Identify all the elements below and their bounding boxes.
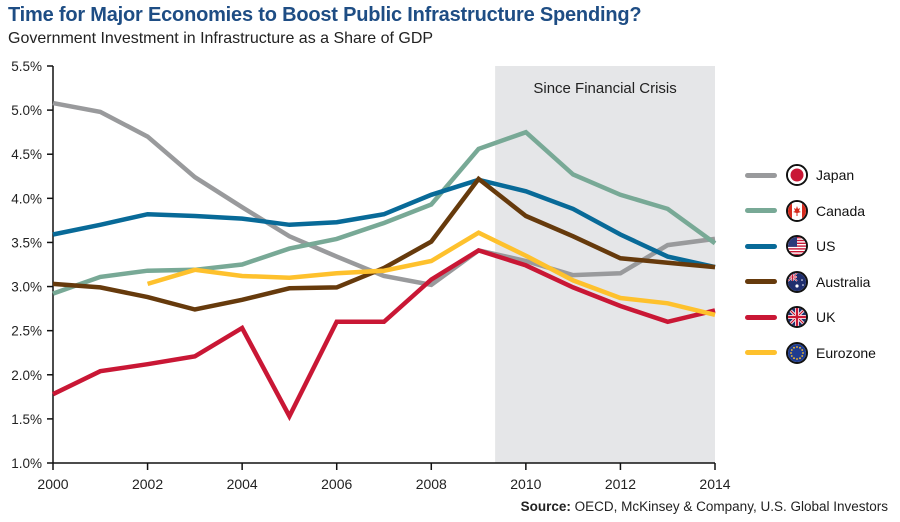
us-flag-icon [786, 235, 808, 257]
legend-label: UK [816, 309, 836, 325]
legend-swatch [745, 208, 777, 213]
chart-subtitle: Government Investment in Infrastructure … [8, 30, 434, 47]
legend-item-eurozone: Eurozone [745, 338, 876, 368]
x-tick-label: 2004 [227, 476, 258, 492]
legend-item-australia: Australia [745, 267, 870, 297]
source-label: Source: [520, 499, 571, 514]
since-financial-crisis-label: Since Financial Crisis [533, 80, 676, 97]
legend-label: US [816, 238, 836, 254]
legend-label: Australia [816, 273, 871, 290]
legend-swatch [745, 243, 777, 249]
x-tick-label: 2014 [699, 476, 730, 492]
y-tick-label: 4.5% [11, 147, 42, 162]
series-line-us [52, 177, 716, 270]
legend-swatch [745, 314, 777, 320]
legend-label: Japan [816, 167, 855, 183]
series-lines [52, 100, 717, 422]
legend-item-us: US [745, 231, 835, 261]
y-tick-label: 1.0% [11, 456, 42, 471]
y-tick-label: 3.5% [11, 235, 42, 250]
y-tick-label: 2.5% [11, 324, 42, 339]
legend-label: Eurozone [816, 344, 876, 361]
y-tick-label: 5.5% [11, 59, 42, 74]
legend-swatch [745, 350, 777, 355]
series-line-japan [52, 100, 716, 288]
x-tick-label: 2006 [321, 476, 352, 492]
y-tick-label: 2.0% [11, 368, 42, 383]
axes: 1.0% 1.5% 2.0% 2.5% 3.0% 3.5% 4.0% 4.5% 5.0% 5.5%… [11, 59, 731, 492]
y-tick-label: 4.0% [11, 191, 42, 206]
australia-flag-icon [786, 270, 808, 293]
series-line-uk [52, 247, 716, 422]
series-line-eurozone [146, 230, 716, 317]
legend-item-uk: UK [745, 302, 835, 332]
y-tick-label: 3.0% [11, 280, 42, 295]
uk-flag-icon [786, 306, 808, 328]
eurozone-flag-icon [786, 341, 808, 364]
chart-title: Time for Major Economies to Boost Public… [8, 4, 642, 26]
source-note: Source: OECD, McKinsey & Company, U.S. G… [521, 499, 888, 514]
legend-swatch [745, 172, 777, 178]
series-line-australia [52, 175, 716, 312]
legend-item-japan: Japan [745, 160, 854, 190]
x-tick-label: 2010 [510, 476, 541, 492]
x-tick-label: 2000 [37, 476, 68, 492]
legend-swatch [745, 279, 777, 284]
legend-label: Canada [816, 202, 866, 219]
y-tick-label: 1.5% [11, 412, 42, 427]
y-tick-label: 5.0% [11, 103, 42, 118]
source-text: OECD, McKinsey & Company, U.S. Global In… [570, 499, 888, 514]
series-line-canada [52, 129, 717, 296]
canada-flag-icon [786, 199, 808, 222]
japan-flag-icon [786, 164, 808, 186]
x-tick-label: 2002 [132, 476, 163, 492]
legend-item-canada: Canada [745, 196, 865, 226]
x-tick-label: 2008 [416, 476, 447, 492]
x-tick-label: 2012 [605, 476, 636, 492]
